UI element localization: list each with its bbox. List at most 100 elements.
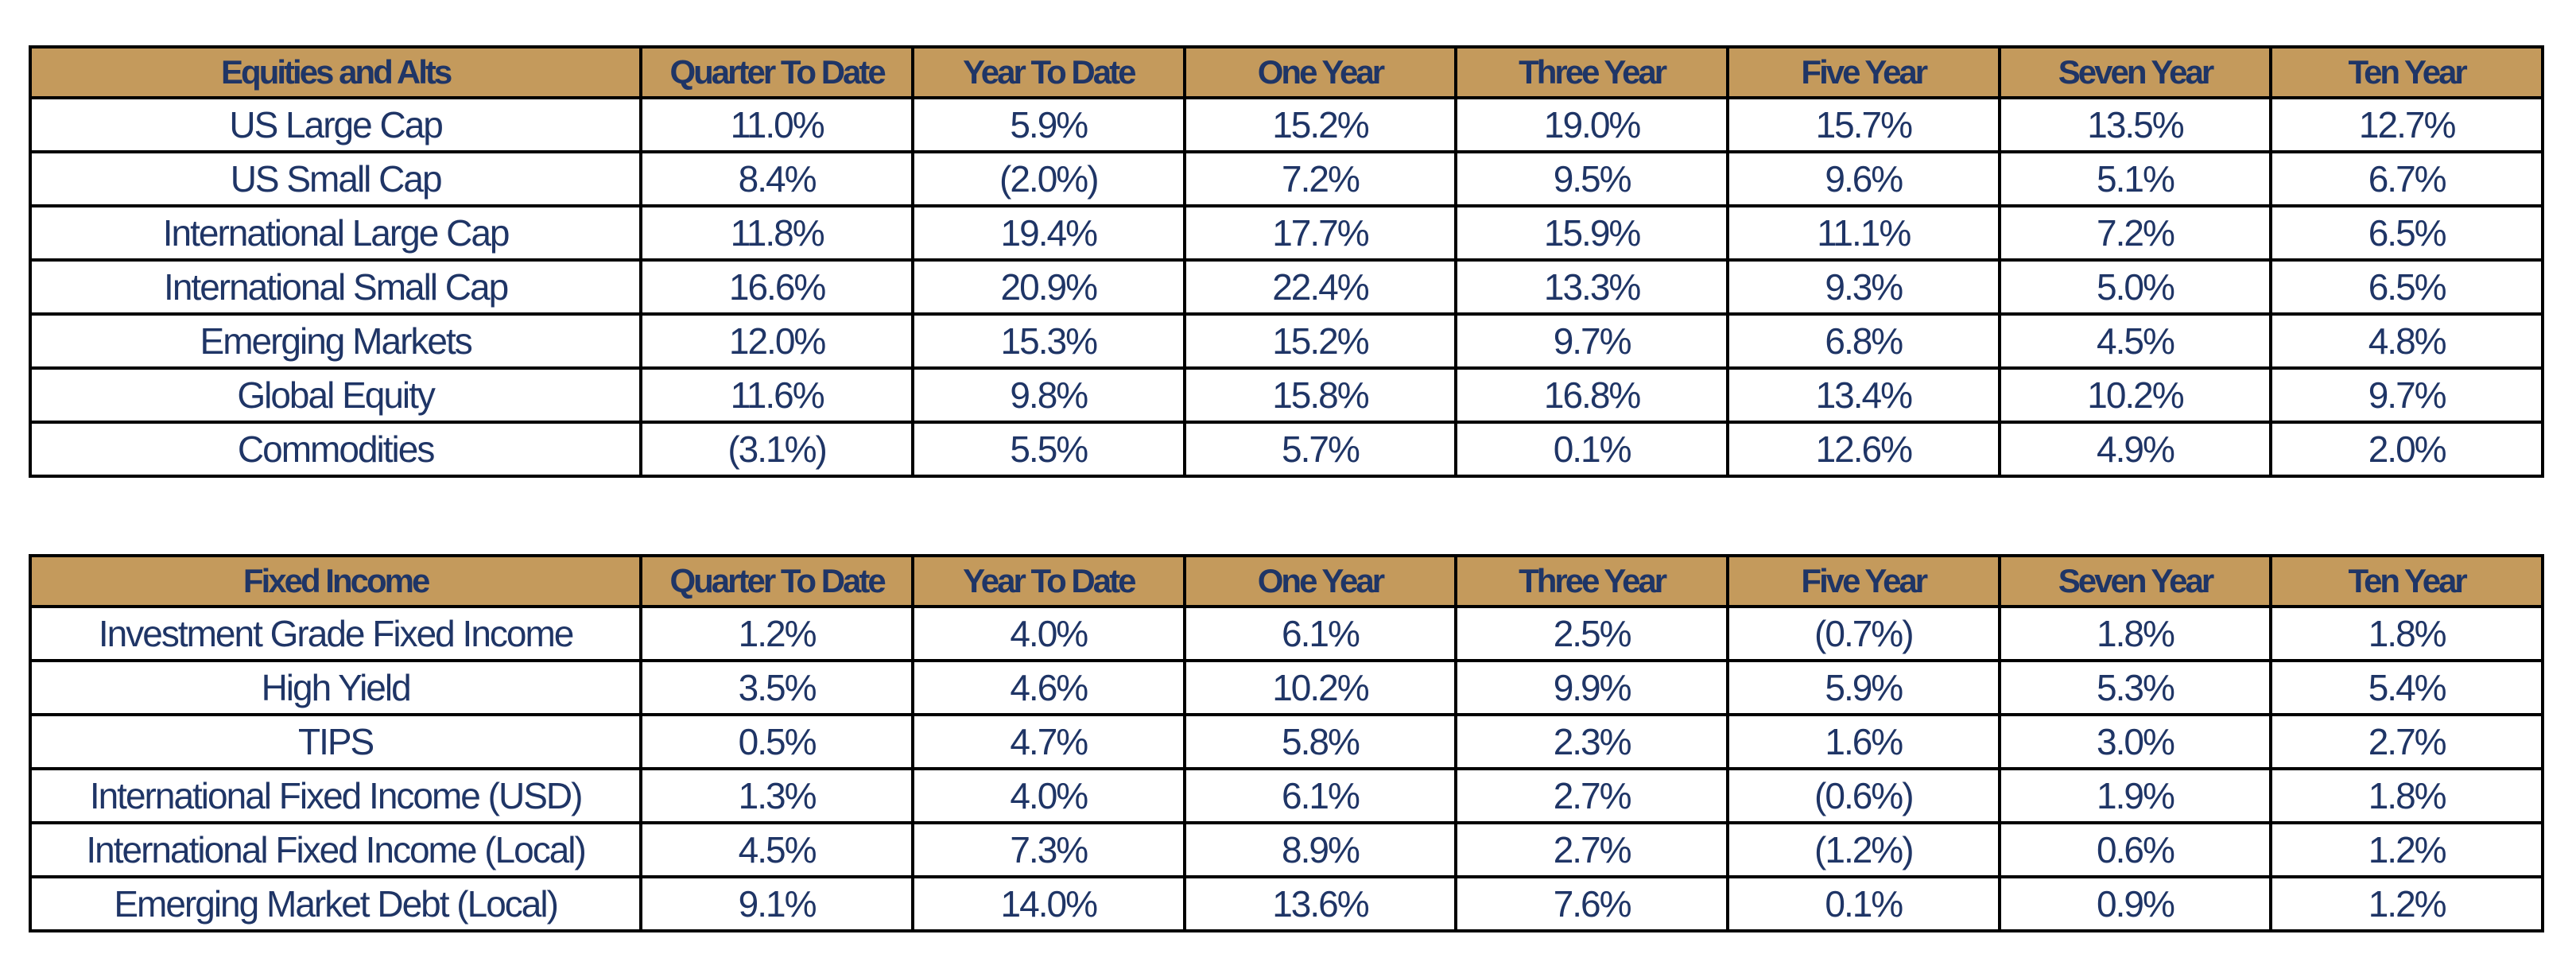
cell-quarter-to-date: 3.5% [639,659,914,716]
row-label: US Small Cap [28,150,643,207]
cell-seven-year: 5.0% [1997,258,2273,316]
row-label: International Fixed Income (USD) [28,767,643,824]
cell-year-to-date: 5.5% [910,421,1186,478]
cell-three-year: 9.5% [1454,150,1729,207]
row-label: US Large Cap [28,96,643,153]
cell-three-year: 2.3% [1454,713,1729,770]
cell-ten-year: 2.0% [2269,421,2544,478]
cell-year-to-date: 20.9% [910,258,1186,316]
cell-quarter-to-date: 11.0% [639,96,914,153]
cell-quarter-to-date: 12.0% [639,312,914,370]
cell-three-year: 15.9% [1454,204,1729,262]
table-row: Emerging Markets 12.0% 15.3% 15.2% 9.7% 6.8% 4… [28,312,2544,370]
cell-one-year: 22.4% [1182,258,1458,316]
cell-one-year: 13.6% [1182,875,1458,932]
table-row: Global Equity 11.6% 9.8% 15.8% 16.8% 13.4% 10.… [28,366,2544,424]
cell-one-year: 8.9% [1182,821,1458,878]
table-row: Investment Grade Fixed Income 1.2% 4.0% 6.1… [28,605,2544,662]
cell-one-year: 15.8% [1182,366,1458,424]
column-header-year-to-date: Year To Date [910,45,1186,99]
cell-five-year: 6.8% [1725,312,2001,370]
fixed-income-returns-table: Fixed Income Quarter To Date Year To Dat… [28,554,2544,932]
table-row: International Small Cap 16.6% 20.9% 22.4% 13… [28,258,2544,316]
table-header-row: Equities and Alts Quarter To Date Year T… [28,45,2544,99]
column-header-quarter-to-date: Quarter To Date [639,45,914,99]
cell-quarter-to-date: 1.3% [639,767,914,824]
cell-seven-year: 1.8% [1997,605,2273,662]
cell-one-year: 15.2% [1182,96,1458,153]
cell-seven-year: 1.9% [1997,767,2273,824]
cell-year-to-date: 9.8% [910,366,1186,424]
column-header-seven-year: Seven Year [1997,554,2273,608]
cell-year-to-date: 4.0% [910,767,1186,824]
cell-seven-year: 10.2% [1997,366,2273,424]
equities-returns-table: Equities and Alts Quarter To Date Year T… [28,45,2544,478]
row-label: Investment Grade Fixed Income [28,605,643,662]
cell-year-to-date: 4.6% [910,659,1186,716]
cell-five-year: (0.7%) [1725,605,2001,662]
column-header-one-year: One Year [1182,45,1458,99]
table-row: High Yield 3.5% 4.6% 10.2% 9.9% 5.9% 5.3% 5.4% [28,659,2544,716]
cell-five-year: 5.9% [1725,659,2001,716]
cell-five-year: 13.4% [1725,366,2001,424]
column-header-seven-year: Seven Year [1997,45,2273,99]
cell-seven-year: 3.0% [1997,713,2273,770]
cell-ten-year: 6.5% [2269,204,2544,262]
cell-seven-year: 5.3% [1997,659,2273,716]
cell-three-year: 16.8% [1454,366,1729,424]
cell-one-year: 6.1% [1182,605,1458,662]
cell-quarter-to-date: (3.1%) [639,421,914,478]
cell-three-year: 2.7% [1454,821,1729,878]
cell-year-to-date: 15.3% [910,312,1186,370]
cell-ten-year: 5.4% [2269,659,2544,716]
cell-year-to-date: 7.3% [910,821,1186,878]
cell-year-to-date: (2.0%) [910,150,1186,207]
cell-quarter-to-date: 16.6% [639,258,914,316]
cell-year-to-date: 5.9% [910,96,1186,153]
cell-seven-year: 7.2% [1997,204,2273,262]
cell-year-to-date: 4.7% [910,713,1186,770]
cell-quarter-to-date: 1.2% [639,605,914,662]
cell-five-year: (0.6%) [1725,767,2001,824]
column-header-year-to-date: Year To Date [910,554,1186,608]
column-header-five-year: Five Year [1725,554,2001,608]
cell-ten-year: 12.7% [2269,96,2544,153]
cell-year-to-date: 14.0% [910,875,1186,932]
cell-five-year: 12.6% [1725,421,2001,478]
cell-five-year: 11.1% [1725,204,2001,262]
cell-ten-year: 4.8% [2269,312,2544,370]
cell-three-year: 7.6% [1454,875,1729,932]
cell-seven-year: 4.5% [1997,312,2273,370]
cell-three-year: 2.5% [1454,605,1729,662]
cell-one-year: 15.2% [1182,312,1458,370]
table-row: US Small Cap 8.4% (2.0%) 7.2% 9.5% 9.6% 5.1% 6.… [28,150,2544,207]
cell-quarter-to-date: 0.5% [639,713,914,770]
cell-three-year: 0.1% [1454,421,1729,478]
cell-three-year: 13.3% [1454,258,1729,316]
cell-five-year: 9.6% [1725,150,2001,207]
row-label: High Yield [28,659,643,716]
cell-ten-year: 9.7% [2269,366,2544,424]
column-header-five-year: Five Year [1725,45,2001,99]
row-label: TIPS [28,713,643,770]
table-body: US Large Cap 11.0% 5.9% 15.2% 19.0% 15.7% 13.5… [28,96,2544,478]
cell-five-year: 0.1% [1725,875,2001,932]
cell-year-to-date: 4.0% [910,605,1186,662]
cell-ten-year: 1.8% [2269,605,2544,662]
row-label: Commodities [28,421,643,478]
table-body: Investment Grade Fixed Income 1.2% 4.0% 6.1… [28,605,2544,932]
cell-one-year: 5.8% [1182,713,1458,770]
cell-ten-year: 6.7% [2269,150,2544,207]
row-label: Emerging Market Debt (Local) [28,875,643,932]
cell-year-to-date: 19.4% [910,204,1186,262]
column-header-ten-year: Ten Year [2269,554,2544,608]
column-header-ten-year: Ten Year [2269,45,2544,99]
column-header-three-year: Three Year [1454,554,1729,608]
row-label: Emerging Markets [28,312,643,370]
table-row: International Large Cap 11.8% 19.4% 17.7% 15… [28,204,2544,262]
table-header-row: Fixed Income Quarter To Date Year To Dat… [28,554,2544,608]
column-header-asset-class: Fixed Income [28,554,643,608]
table-row: International Fixed Income (USD) 1.3% 4.0%… [28,767,2544,824]
cell-three-year: 2.7% [1454,767,1729,824]
cell-seven-year: 13.5% [1997,96,2273,153]
